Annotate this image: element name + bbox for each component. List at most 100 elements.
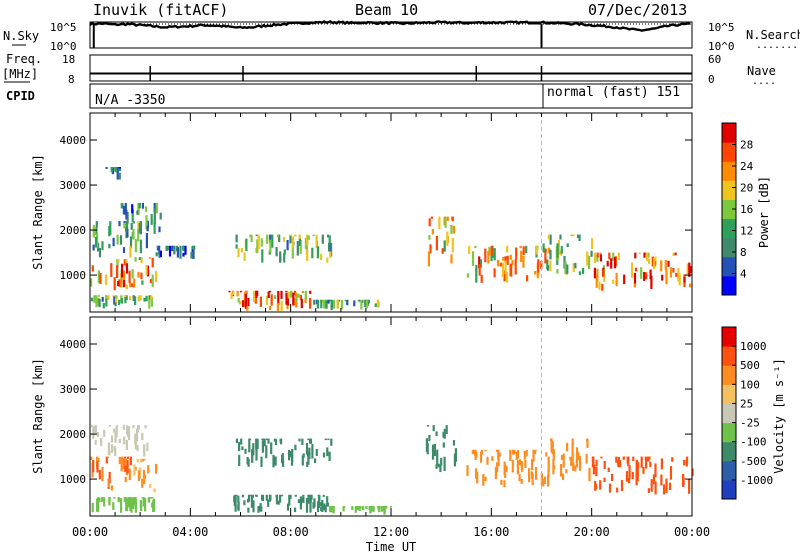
velocity-cell: [315, 449, 318, 456]
power-cell: [556, 269, 559, 274]
velocity-cell: [332, 506, 335, 508]
power-cell: [114, 167, 118, 173]
velocity-cell: [125, 439, 128, 451]
power-cell: [599, 252, 602, 255]
velocity-cell: [141, 432, 144, 441]
power-cell: [118, 221, 121, 227]
velocity-cell: [565, 469, 568, 474]
velocity-cell: [92, 459, 95, 473]
power-cell: [564, 261, 567, 274]
velocity-cell: [319, 502, 322, 506]
power-cell: [129, 236, 133, 249]
power-cell: [321, 234, 324, 244]
velocity-cell: [235, 438, 238, 444]
velocity-cell: [147, 465, 150, 474]
power-cell: [615, 272, 618, 287]
velocity-cell: [269, 494, 272, 501]
power-cell: [299, 239, 302, 254]
velocity-cell: [151, 497, 154, 499]
velocity-cell: [307, 494, 310, 497]
power-cell: [514, 259, 517, 275]
power-cell: [603, 274, 606, 282]
power-cell: [311, 247, 314, 259]
velocity-cell: [607, 467, 610, 473]
velocity-cell: [265, 445, 268, 459]
power-colorbar-segment: [722, 237, 736, 258]
power-cell: [593, 252, 597, 263]
power-cell: [275, 247, 278, 257]
power-cell: [278, 234, 281, 243]
velocity-cell: [561, 473, 565, 481]
frequency-panel: 18 8 60 0: [62, 53, 721, 86]
velocity-cell: [354, 506, 357, 513]
time-tick-label: 12:00: [373, 525, 409, 539]
velocity-cell: [497, 449, 500, 460]
velocity-cell: [532, 449, 535, 462]
power-cell: [293, 290, 296, 295]
velocity-cell: [126, 460, 129, 474]
velocity-cell: [636, 468, 639, 482]
velocity-cell: [644, 456, 647, 460]
velocity-cell: [645, 458, 648, 469]
velocity-cell: [310, 494, 313, 500]
power-cell: [131, 209, 134, 222]
power-cell: [646, 252, 649, 260]
velocity-cell: [560, 464, 563, 477]
velocity-cell: [134, 437, 137, 450]
velocity-cell: [326, 502, 329, 507]
power-cell: [427, 251, 430, 267]
power-cell: [315, 234, 318, 248]
power-cell: [158, 245, 161, 252]
velocity-cell: [471, 449, 474, 455]
velocity-cell: [132, 497, 135, 509]
power-cell: [446, 231, 449, 247]
power-cell: [446, 216, 449, 222]
power-cell: [98, 298, 101, 308]
velocity-cell: [329, 507, 332, 513]
power-cell: [438, 216, 441, 230]
velocity-cell: [547, 470, 550, 477]
power-cell: [256, 239, 259, 254]
power-cell: [631, 262, 634, 278]
velocity-cell: [142, 470, 146, 478]
velocity-cell: [383, 506, 386, 508]
power-ytick-label: 3000: [60, 179, 87, 192]
velocity-cell: [516, 460, 519, 475]
power-cell: [290, 290, 293, 298]
velocity-cell: [622, 456, 625, 460]
power-cell: [493, 248, 496, 261]
velocity-cell: [120, 498, 123, 513]
velocity-cell: [288, 449, 291, 461]
velocity-cell: [574, 465, 577, 472]
power-cell: [134, 257, 137, 262]
velocity-colorbar-tick-label: 1000: [740, 340, 767, 353]
power-cell: [357, 299, 360, 302]
velocity-cell: [289, 451, 292, 458]
velocity-cell: [108, 497, 111, 505]
power-cell: [139, 239, 142, 254]
velocity-cell: [566, 442, 569, 452]
power-cell: [612, 252, 615, 261]
velocity-cell: [134, 497, 137, 508]
velocity-cell: [595, 467, 598, 477]
power-cell: [138, 203, 141, 209]
power-cell: [131, 283, 134, 287]
power-cell: [98, 295, 101, 297]
power-cell: [108, 243, 111, 249]
power-cell: [313, 299, 316, 305]
velocity-cell: [143, 458, 146, 461]
velocity-cell: [110, 485, 113, 491]
power-cell: [475, 269, 478, 283]
velocity-cell: [426, 443, 429, 455]
power-cell: [105, 167, 108, 169]
power-cell: [525, 245, 528, 253]
velocity-cell: [136, 458, 139, 463]
power-cell: [266, 234, 269, 244]
power-cell: [294, 234, 297, 237]
power-cell: [139, 221, 142, 235]
velocity-cell: [443, 428, 446, 439]
power-cell: [510, 263, 513, 277]
power-cell: [182, 245, 185, 251]
velocity-cell: [307, 494, 310, 504]
